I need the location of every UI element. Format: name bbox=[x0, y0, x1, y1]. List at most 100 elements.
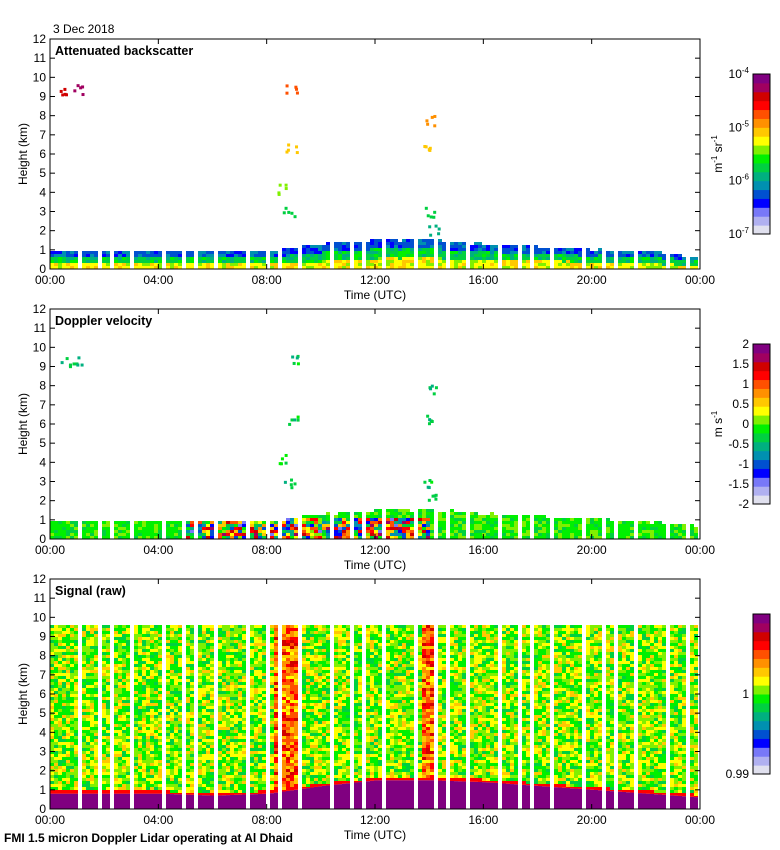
heatmap-cell bbox=[154, 715, 158, 718]
heatmap-cell bbox=[90, 649, 94, 652]
heatmap-cell bbox=[186, 721, 190, 724]
heatmap-cell bbox=[94, 754, 98, 757]
heatmap-cell bbox=[494, 251, 498, 254]
heatmap-cell bbox=[66, 718, 70, 721]
heatmap-cell bbox=[218, 739, 222, 742]
heatmap-cell bbox=[422, 536, 426, 539]
heatmap-cell bbox=[470, 530, 474, 533]
cloud-point bbox=[429, 233, 433, 237]
heatmap-cell bbox=[270, 634, 274, 637]
heatmap-cell bbox=[450, 260, 454, 263]
heatmap-cell bbox=[94, 772, 98, 775]
heatmap-cell bbox=[122, 706, 126, 709]
heatmap-cell bbox=[66, 527, 70, 530]
heatmap-cell bbox=[106, 736, 110, 739]
heatmap-cell bbox=[234, 664, 238, 667]
heatmap-cell bbox=[338, 245, 342, 248]
heatmap-cell bbox=[254, 709, 258, 712]
heatmap-cell bbox=[354, 257, 358, 260]
heatmap-cell bbox=[486, 536, 490, 539]
heatmap-cell bbox=[482, 254, 486, 257]
heatmap-cell bbox=[234, 661, 238, 664]
heatmap-cell bbox=[574, 518, 578, 521]
heatmap-cell bbox=[154, 643, 158, 646]
heatmap-cell bbox=[146, 784, 150, 787]
heatmap-cell bbox=[138, 721, 142, 724]
heatmap-cell bbox=[82, 775, 86, 778]
heatmap-cell bbox=[62, 766, 66, 769]
heatmap-cell bbox=[158, 634, 162, 637]
heatmap-cell bbox=[386, 518, 390, 521]
heatmap-cell bbox=[134, 742, 138, 745]
heatmap-cell bbox=[190, 266, 194, 269]
heatmap-cell bbox=[286, 697, 290, 700]
heatmap-cell bbox=[74, 682, 78, 685]
heatmap-cell bbox=[218, 527, 222, 530]
heatmap-cell bbox=[238, 766, 242, 769]
heatmap-cell bbox=[230, 778, 234, 781]
heatmap-cell bbox=[230, 655, 234, 658]
heatmap-cell bbox=[242, 760, 246, 763]
heatmap-cell bbox=[258, 533, 262, 536]
heatmap-cell bbox=[274, 751, 278, 754]
heatmap-cell bbox=[66, 721, 70, 724]
heatmap-cell bbox=[170, 685, 174, 688]
heatmap-cell bbox=[238, 775, 242, 778]
heatmap-cell bbox=[282, 676, 286, 679]
heatmap-cells bbox=[50, 625, 698, 809]
heatmap-cell bbox=[286, 634, 290, 637]
heatmap-cell bbox=[170, 691, 174, 694]
heatmap-cell bbox=[286, 527, 290, 530]
heatmap-cell bbox=[154, 703, 158, 706]
heatmap-cell bbox=[226, 757, 230, 760]
heatmap-cell bbox=[282, 685, 286, 688]
heatmap-cell bbox=[258, 709, 262, 712]
heatmap-cell bbox=[166, 530, 170, 533]
heatmap-cell bbox=[590, 254, 594, 257]
heatmap-cell bbox=[50, 715, 54, 718]
heatmap-cell bbox=[426, 242, 430, 245]
heatmap-cell bbox=[394, 266, 398, 269]
heatmap-cell bbox=[422, 263, 426, 266]
heatmap-cell bbox=[74, 628, 78, 631]
heatmap-cell bbox=[126, 625, 130, 628]
heatmap-cell bbox=[94, 703, 98, 706]
heatmap-cell bbox=[114, 748, 118, 751]
heatmap-cell bbox=[138, 736, 142, 739]
cloud-point bbox=[437, 227, 441, 231]
heatmap-cell bbox=[250, 721, 254, 724]
heatmap-cell bbox=[90, 697, 94, 700]
heatmap-cell bbox=[370, 242, 374, 245]
heatmap-cell bbox=[62, 706, 66, 709]
heatmap-cell bbox=[118, 718, 122, 721]
heatmap-cell bbox=[322, 524, 326, 527]
heatmap-cell bbox=[242, 706, 246, 709]
heatmap-cell bbox=[418, 518, 422, 521]
heatmap-cell bbox=[54, 673, 58, 676]
heatmap-cell bbox=[290, 527, 294, 530]
heatmap-cell bbox=[102, 667, 106, 670]
heatmap-cell bbox=[58, 524, 62, 527]
heatmap-cell bbox=[274, 721, 278, 724]
layer-edge bbox=[206, 791, 210, 796]
heatmap-cell bbox=[102, 673, 106, 676]
heatmap-cell bbox=[486, 251, 490, 254]
heatmap-cell bbox=[262, 640, 266, 643]
heatmap-cell bbox=[226, 688, 230, 691]
heatmap-cell bbox=[522, 518, 526, 521]
heatmap-cell bbox=[206, 721, 210, 724]
heatmap-cell bbox=[202, 667, 206, 670]
tick-base: 10 bbox=[729, 174, 743, 188]
heatmap-cell bbox=[502, 260, 506, 263]
heatmap-cell bbox=[174, 691, 178, 694]
heatmap-cell bbox=[354, 251, 358, 254]
heatmap-cell bbox=[218, 679, 222, 682]
heatmap-cell bbox=[166, 709, 170, 712]
heatmap-cell bbox=[106, 640, 110, 643]
heatmap-cell bbox=[54, 709, 58, 712]
heatmap-cell bbox=[82, 691, 86, 694]
heatmap-cell bbox=[118, 676, 122, 679]
heatmap-cell bbox=[54, 646, 58, 649]
heatmap-cell bbox=[118, 694, 122, 697]
heatmap-cell bbox=[170, 637, 174, 640]
